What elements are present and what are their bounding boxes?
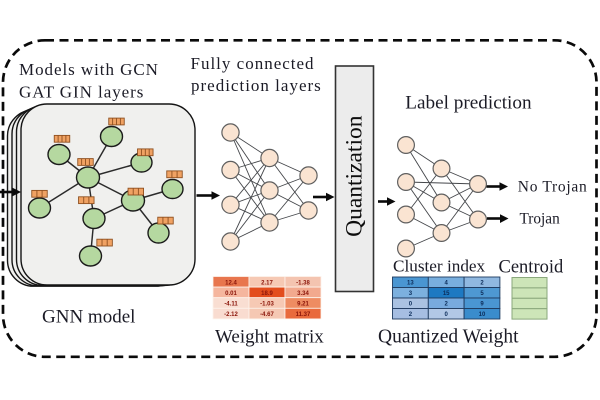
svg-text:0: 0: [409, 302, 413, 308]
svg-text:-1.03: -1.03: [260, 302, 274, 308]
svg-text:18.9: 18.9: [261, 291, 273, 297]
svg-text:Trojan: Trojan: [520, 211, 561, 228]
svg-text:Fully connected: Fully connected: [191, 54, 315, 73]
svg-text:-1.38: -1.38: [296, 280, 310, 286]
svg-text:2: 2: [445, 302, 449, 308]
svg-text:3.34: 3.34: [297, 291, 309, 297]
svg-text:3: 3: [409, 291, 413, 297]
svg-text:Centroid: Centroid: [499, 257, 564, 277]
svg-text:10: 10: [479, 312, 486, 318]
svg-text:0.01: 0.01: [225, 291, 237, 297]
svg-text:prediction layers: prediction layers: [191, 76, 322, 95]
svg-text:4: 4: [445, 281, 449, 287]
svg-text:Models with GCN: Models with GCN: [19, 60, 159, 79]
svg-text:2.17: 2.17: [261, 280, 273, 286]
svg-text:12.4: 12.4: [225, 280, 237, 286]
svg-text:-4.67: -4.67: [260, 312, 274, 318]
svg-text:15: 15: [443, 291, 450, 297]
svg-text:-2.12: -2.12: [224, 312, 238, 318]
svg-text:2: 2: [409, 312, 413, 318]
svg-text:GAT GIN layers: GAT GIN layers: [19, 83, 144, 102]
svg-text:Quantized Weight: Quantized Weight: [378, 327, 519, 348]
svg-text:Quantization: Quantization: [342, 115, 368, 237]
svg-text:9: 9: [480, 302, 484, 308]
svg-text:13: 13: [407, 281, 414, 287]
svg-text:No Trojan: No Trojan: [518, 179, 588, 196]
svg-text:GNN model: GNN model: [42, 307, 135, 328]
svg-text:Cluster index: Cluster index: [393, 257, 486, 276]
svg-text:11.37: 11.37: [296, 312, 311, 318]
svg-text:0: 0: [445, 312, 449, 318]
svg-text:9.21: 9.21: [297, 302, 309, 308]
svg-text:Weight matrix: Weight matrix: [215, 326, 324, 347]
svg-text:5: 5: [480, 291, 484, 297]
svg-text:Label prediction: Label prediction: [405, 93, 532, 114]
svg-text:2: 2: [480, 281, 484, 287]
svg-text:-4.11: -4.11: [224, 302, 238, 308]
